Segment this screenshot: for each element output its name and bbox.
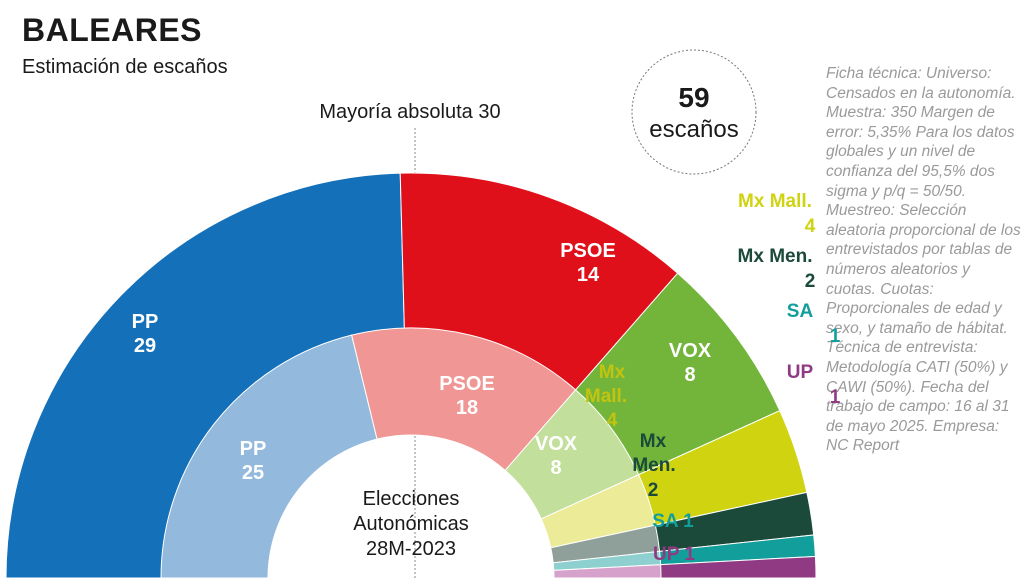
outer-label-pp-value: 29 <box>134 335 156 357</box>
outer-label-vox-value: 8 <box>684 364 695 386</box>
inner-segment-psoe <box>351 327 577 472</box>
outer-ring <box>5 172 817 578</box>
inner-label-up: UP 1 <box>653 544 695 565</box>
inner-label-mx-mall-value: 4 <box>607 410 618 431</box>
outer-label-sa-name: SA <box>787 301 814 322</box>
outer-label-vox-name: VOX <box>669 340 712 362</box>
outer-label-mx-men-name: Mx Men. <box>738 246 813 267</box>
inner-label-mx-mall-name-line-2: Mall. <box>585 386 627 407</box>
majority-label: Mayoría absoluta 30 <box>319 101 500 123</box>
inner-label-mx-men-value: 2 <box>648 480 659 501</box>
inner-label-pp-name: PP <box>240 438 267 460</box>
inner-label-sa: SA 1 <box>652 511 694 532</box>
total-seats-number: 59 <box>678 82 709 113</box>
inner-label-vox-value: 8 <box>550 457 561 479</box>
outer-label-psoe-value: 14 <box>577 264 600 286</box>
outer-label-mx-men-value: 2 <box>805 271 816 292</box>
total-seats-text: escaños <box>649 116 738 143</box>
inner-label-pp-value: 25 <box>242 462 264 484</box>
outer-label-mx-mall-name: Mx Mall. <box>738 191 812 212</box>
methodology-note: Ficha técnica: Universo: Censados en la … <box>826 65 1021 455</box>
inner-label-vox-name: VOX <box>535 433 578 455</box>
inner-ring <box>160 327 662 578</box>
chart-subtitle: Estimación de escaños <box>22 56 228 78</box>
inner-label-mx-mall-name-line-1: Mx <box>599 362 626 383</box>
outer-label-sa-value: 1 <box>830 326 841 347</box>
inner-label-mx-men-name-line-2: Men. <box>632 455 675 476</box>
inner-label-psoe-name: PSOE <box>439 373 495 395</box>
inner-label-mx-men-name-line-1: Mx <box>640 431 667 452</box>
inner-center-label-line-1: Elecciones <box>363 488 460 510</box>
outer-label-pp-name: PP <box>132 311 159 333</box>
chart-title: BALEARES <box>22 12 203 48</box>
inner-label-psoe-value: 18 <box>456 397 478 419</box>
outer-label-mx-mall-value: 4 <box>805 216 816 237</box>
inner-segment-pp <box>160 334 378 578</box>
outer-label-up-name: UP <box>787 362 814 383</box>
inner-segment-up <box>553 564 662 578</box>
outer-label-up-value: 1 <box>830 387 841 408</box>
outer-label-psoe-name: PSOE <box>560 240 616 262</box>
inner-center-label-line-2: Autonómicas <box>353 513 469 535</box>
total-seats-circle <box>631 49 757 175</box>
inner-center-label-line-3: 28M-2023 <box>366 538 456 560</box>
